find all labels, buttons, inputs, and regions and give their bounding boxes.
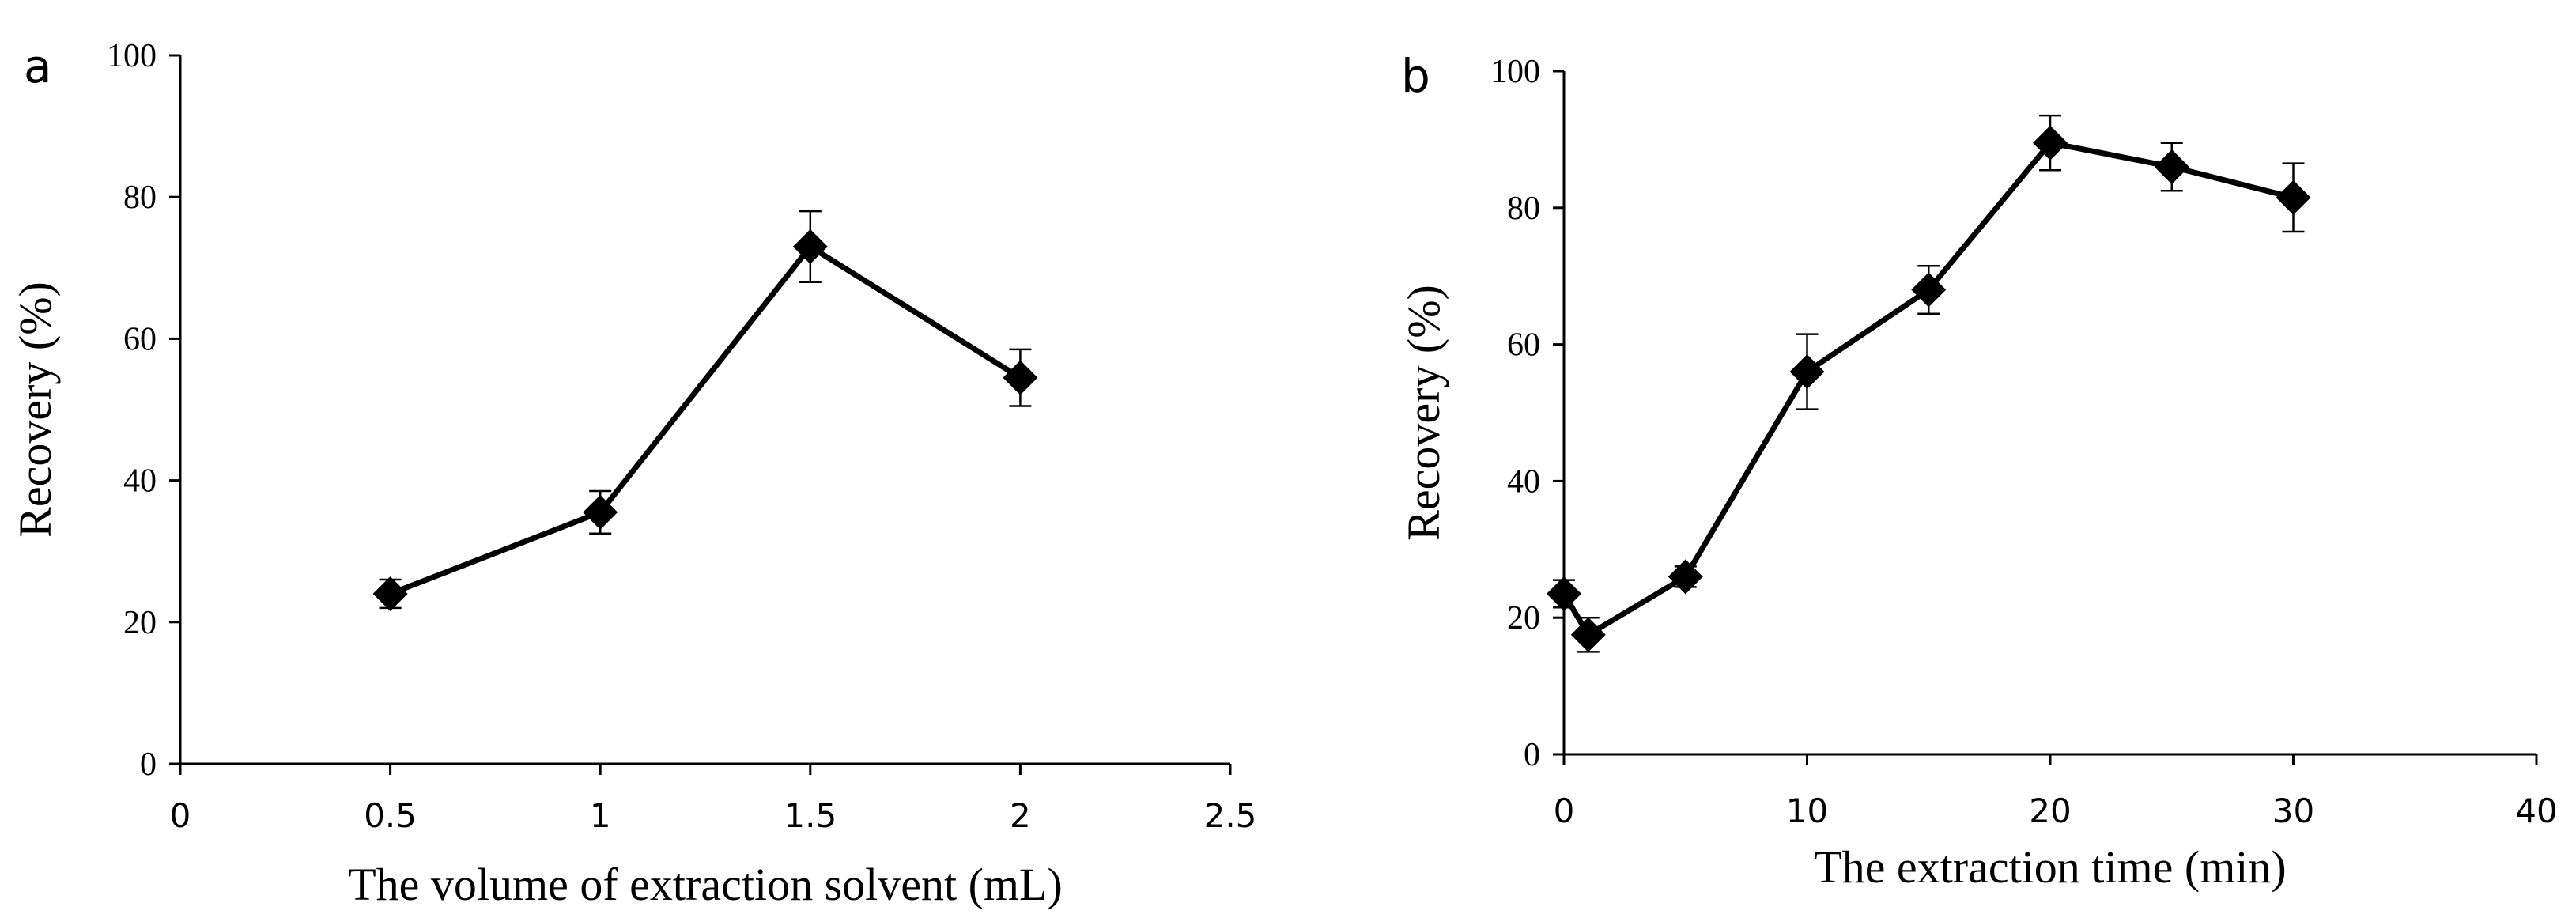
series-line: [389, 244, 1022, 597]
y-axis-title: Recovery (%): [1398, 285, 1449, 541]
data-point-diamond: [1003, 360, 1038, 395]
x-tick-label: 2: [1010, 796, 1031, 835]
y-tick-label: 0: [1524, 737, 1540, 773]
y-axis-title: Recovery (%): [9, 281, 61, 538]
x-tick-label: 1.5: [784, 796, 837, 835]
y-tick-label: 40: [1507, 463, 1540, 500]
data-point-diamond: [1547, 576, 1581, 611]
y-tick-label: 80: [123, 179, 157, 216]
y-tick-label: 100: [1490, 54, 1540, 90]
data-point-diamond: [2033, 125, 2068, 161]
x-tick-label: 40: [2515, 791, 2557, 830]
data-point-diamond: [1789, 354, 1825, 390]
chart-panel-b: 0 20 40 60 80 100 0 10 20 30 40 The extraction time…: [1398, 49, 2558, 893]
y-tick-label: 80: [1507, 191, 1540, 227]
y-tick-label: 20: [123, 605, 157, 641]
x-tick-label: 0.5: [364, 796, 417, 835]
x-tick-label: 20: [2029, 791, 2071, 830]
data-point-diamond: [1911, 272, 1947, 308]
x-axis-title: The extraction time (min): [1814, 841, 2287, 893]
x-tick-label: 2.5: [1204, 796, 1257, 835]
panel-label: b: [1401, 49, 1430, 103]
data-point-diamond: [2276, 179, 2311, 215]
data-point-diamond: [792, 229, 828, 264]
y-tick-label: 60: [1507, 327, 1540, 364]
data-point-diamond: [2154, 149, 2189, 184]
x-tick-label: 10: [1786, 791, 1828, 830]
x-axis-title: The volume of extraction solvent (mL): [348, 859, 1063, 910]
data-point-diamond: [583, 494, 618, 530]
y-tick-label: 0: [140, 746, 157, 783]
series-line: [1561, 140, 2295, 638]
data-point-diamond: [372, 576, 408, 611]
x-tick-label: 30: [2272, 791, 2314, 830]
x-tick-label: 0: [170, 796, 191, 835]
y-tick-label: 20: [1507, 600, 1540, 637]
chart-panel-a: 0 20 40 60 80 100 0 0.5 1 1.5 2 2.5 The volume of ex…: [9, 38, 1256, 910]
panel-label: a: [24, 40, 52, 93]
x-tick-label: 1: [590, 796, 611, 835]
y-tick-label: 60: [123, 321, 157, 357]
x-tick-label: 0: [1554, 791, 1575, 830]
data-point-diamond: [1668, 559, 1703, 595]
y-tick-label: 100: [107, 38, 157, 74]
data-point-diamond: [1570, 617, 1606, 652]
y-tick-label: 40: [123, 463, 157, 500]
